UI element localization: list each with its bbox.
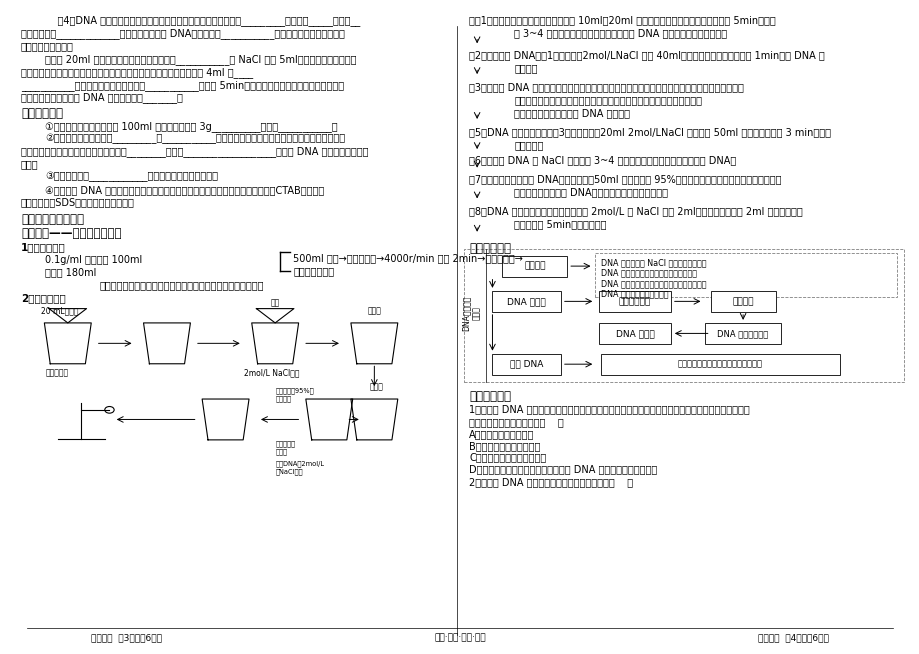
Text: 洛鸡血 180ml: 洛鸡血 180ml — [45, 267, 96, 277]
Text: DNA的粗提取
和鉴定: DNA的粗提取 和鉴定 — [461, 295, 481, 330]
Text: 体积分数为95%的
酒精溶液: 体积分数为95%的 酒精溶液 — [275, 388, 313, 402]
Text: 500ml 烧杯→玻璃棒搅拌→4000r/min 离心 2min→除去上清液→: 500ml 烧杯→玻璃棒搅拌→4000r/min 离心 2min→除去上清液→ — [293, 253, 523, 264]
Text: DNA 与其他细胞成分在溶液中溶解度不同: DNA 与其他细胞成分在溶液中溶解度不同 — [600, 269, 696, 278]
Text: 纸吸取上面的水分。: 纸吸取上面的水分。 — [21, 41, 74, 51]
Text: 2．方法步骤：: 2．方法步骤： — [21, 293, 65, 303]
Text: （7）提取含杂质较少的 DNA：上述溶液＋50ml 体积分数为 95%的冷却酒精，沿一个方向缓缓均匀搅拌，: （7）提取含杂质较少的 DNA：上述溶液＋50ml 体积分数为 95%的冷却酒精… — [469, 175, 780, 184]
Bar — [595, 253, 896, 297]
Text: ④为了提高 DNA 纯度，在科学实验中通常使用的洗涤剂有十六烷基三甲基溴化铵（CTAB）、十二: ④为了提高 DNA 纯度，在科学实验中通常使用的洗涤剂有十六烷基三甲基溴化铵（C… — [45, 184, 324, 195]
Text: DNA 的溶解和析出: DNA 的溶解和析出 — [717, 329, 768, 338]
Text: 溶液中会出现_____________，这就是粗提取的 DNA。用玻璃棒___________搅拌，卷起丝状物。并用滤: 溶液中会出现_____________，这就是粗提取的 DNA。用玻璃棒____… — [21, 28, 345, 39]
Text: ，（1）提取血细胞核物质：取血细胞液 10ml＋20ml 蒸馏水，玻璃棒沿一个方向快速搅拌 5min，然后: ，（1）提取血细胞核物质：取血细胞液 10ml＋20ml 蒸馏水，玻璃棒沿一个方… — [469, 16, 775, 26]
Text: （3）析出含 DNA 的粘稠物：向上述溶液中缓缓加入蒸馏水，并轻轻地沿一个方向均匀搅拌，出现丝: （3）析出含 DNA 的粘稠物：向上述溶液中缓缓加入蒸馏水，并轻轻地沿一个方向均… — [469, 82, 743, 92]
Text: （5）DNA 粘稠物再溶解：（3）中粘稠物＋20ml 2mol/LNaCl 溶液置于 50ml 烧杯，缓缓搅拌 3 min，使其: （5）DNA 粘稠物再溶解：（3）中粘稠物＋20ml 2mol/LNaCl 溶液… — [469, 127, 830, 137]
Text: 与二苯胺混合，沸水浴，呈现蓝色反应: 与二苯胺混合，沸水浴，呈现蓝色反应 — [677, 360, 762, 369]
Text: 蒸馏水: 蒸馏水 — [367, 307, 380, 315]
Text: 2mol/L NaCl溶液: 2mol/L NaCl溶液 — [244, 369, 299, 377]
Text: 沸水浴加热 5min，观察结果。: 沸水浴加热 5min，观察结果。 — [514, 219, 606, 230]
Text: 色的变化，看看溶解有 DNA 的溶液是否变_______。: 色的变化，看看溶解有 DNA 的溶液是否变_______。 — [21, 92, 183, 103]
Bar — [704, 323, 780, 344]
Text: 高二生物  第4页（共6页）: 高二生物 第4页（共6页） — [757, 633, 828, 642]
Text: （8）DNA 鉴定：取两只试管，分别加入 2mol/L 的 NaCl 溶液 2ml，然后再分别加入 2ml 二苯胺试剂，: （8）DNA 鉴定：取两只试管，分别加入 2mol/L 的 NaCl 溶液 2m… — [469, 207, 802, 216]
Text: 沉淀。: 沉淀。 — [21, 159, 39, 169]
Text: 1．在研究 DNA 的基因样本前，采集来的血样需要蛋白水解酶处理，然后用有机溶剂除去蛋白质。用蛋: 1．在研究 DNA 的基因样本前，采集来的血样需要蛋白水解酶处理，然后用有机溶剂… — [469, 404, 749, 414]
Text: 【随堂练习】: 【随堂练习】 — [469, 390, 510, 403]
Text: DNA 的纯化: DNA 的纯化 — [615, 329, 653, 338]
Text: 【课堂小结】: 【课堂小结】 — [469, 243, 510, 256]
Text: 状物，继续搅拌并加入蒸馏水直至丝状物不再增加为止。缠绕在玻璃棒上: 状物，继续搅拌并加入蒸馏水直至丝状物不再增加为止。缠绕在玻璃棒上 — [514, 95, 701, 105]
Text: 用 3~4 层纱布过滤，取滤液。（滤液中含 DNA 和其他物质，如蛋白质）: 用 3~4 层纱布过滤，取滤液。（滤液中含 DNA 和其他物质，如蛋白质） — [514, 28, 726, 39]
Text: 滤液: 滤液 — [270, 298, 279, 307]
Text: ①以血液为实验材料时，每 100ml 血液中需要加入 3g__________，防止___________。: ①以血液为实验材料时，每 100ml 血液中需要加入 3g__________，… — [45, 120, 337, 131]
Text: DNA 和蛋白质对酸、高温和洗涤剂耐受性不同: DNA 和蛋白质对酸、高温和洗涤剂耐受性不同 — [600, 279, 706, 288]
Text: B．除去染色体上的蛋白质: B．除去染色体上的蛋白质 — [469, 441, 539, 451]
Bar — [598, 323, 670, 344]
Text: ③二苯胺试剂要____________，否则会影响鉴定的效果。: ③二苯胺试剂要____________，否则会影响鉴定的效果。 — [45, 172, 218, 182]
Bar — [598, 291, 670, 312]
Bar — [709, 291, 775, 312]
Text: 三、操作提示: 三、操作提示 — [21, 107, 62, 120]
Text: DNA 在不同浓度 NaCl 溶液中溶解度不同: DNA 在不同浓度 NaCl 溶液中溶解度不同 — [600, 258, 706, 267]
Text: 诚信·审慎·细心·沉着: 诚信·审慎·细心·沉着 — [434, 633, 485, 642]
Text: 白水解酶处理血样的目的是（    ）: 白水解酶处理血样的目的是（ ） — [469, 417, 563, 426]
Text: 出现白色丝状物（即 DNA），用玻璃棒将丝状物卷起。: 出现白色丝状物（即 DNA），用玻璃棒将丝状物卷起。 — [514, 187, 667, 198]
Text: C．除去血细胞表面的蛋白质: C．除去血细胞表面的蛋白质 — [469, 453, 546, 462]
Text: 鉴定 DNA: 鉴定 DNA — [509, 360, 543, 369]
Text: DNA 粗提取: DNA 粗提取 — [506, 297, 546, 306]
Text: 四、结果分析与评价: 四、结果分析与评价 — [21, 213, 84, 226]
Text: 丝状物: 丝状物 — [369, 383, 383, 392]
Text: 即得鸡血细胞液: 即得鸡血细胞液 — [293, 266, 334, 276]
Text: ②加入洗涤剂后，动作要_________、___________，否则容易产生大量的泡沫，不利于后续步骤地操: ②加入洗涤剂后，动作要_________、___________，否则容易产生大… — [45, 133, 345, 144]
Text: DNA 与二苯胺呈现蓝色反应: DNA 与二苯胺呈现蓝色反应 — [600, 289, 667, 298]
Text: 析出提纯的
丝状物: 析出提纯的 丝状物 — [275, 440, 295, 455]
Text: 选择适宜材料: 选择适宜材料 — [618, 297, 651, 306]
Text: （4）DNA 的析出与鉴定：将处理后的溶液过滤，加入与滤液体积_________，冷却的_____，静置__: （4）DNA 的析出与鉴定：将处理后的溶液过滤，加入与滤液体积_________… — [45, 16, 360, 26]
Text: 的丝状物即为鸡血细胞的 DNA 粗提物。: 的丝状物即为鸡血细胞的 DNA 粗提物。 — [514, 108, 630, 118]
Text: 作。加入酒精和用玻璃棒搅拌时，动作要________，以免___________________，导致 DNA 分子不能形成絮状: 作。加入酒精和用玻璃棒搅拌时，动作要________，以免___________… — [21, 146, 368, 157]
Text: 烷基磺酸钠（SDS）或吐温等化学试剂。: 烷基磺酸钠（SDS）或吐温等化学试剂。 — [21, 198, 135, 207]
Text: 支试管中，用玻璃棒搅拌，使丝状物溶解。然后，向两支试管中各加入 4ml 的____: 支试管中，用玻璃棒搅拌，使丝状物溶解。然后，向两支试管中各加入 4ml 的___… — [21, 67, 253, 78]
Text: （6）过滤含 DNA 的 NaCl 溶液：用 3~4 层纱布过滤，收集滤液，滤液中含 DNA。: （6）过滤含 DNA 的 NaCl 溶液：用 3~4 层纱布过滤，收集滤液，滤液… — [469, 155, 735, 165]
Bar — [463, 249, 902, 382]
Text: 高二生物  第3页（共6页）: 高二生物 第3页（共6页） — [91, 633, 162, 642]
Bar — [492, 291, 561, 312]
Bar — [492, 354, 561, 375]
Text: A．除去血浆中的蛋白质: A．除去血浆中的蛋白质 — [469, 430, 534, 439]
Text: 0.1g/ml 柠檬酸钠 100ml: 0.1g/ml 柠檬酸钠 100ml — [45, 254, 142, 265]
Text: 溶解DNA的2mol/L
的NaCl溶液: 溶解DNA的2mol/L 的NaCl溶液 — [275, 461, 323, 475]
Text: 破碎细胞: 破碎细胞 — [732, 297, 753, 306]
Bar — [502, 256, 567, 277]
Text: 2．与析出 DNA 粘稠物有关的叙述，不正确的是（    ）: 2．与析出 DNA 粘稠物有关的叙述，不正确的是（ ） — [469, 477, 632, 487]
Text: ___________。混合均匀后，将试管置于___________中加热 5min，待试管冷却后，比较两支试管溶液颜: ___________。混合均匀后，将试管置于___________中加热 5m… — [21, 80, 344, 90]
Text: 分溶解。: 分溶解。 — [514, 63, 537, 73]
Text: 1．材料制备：: 1．材料制备： — [21, 242, 65, 252]
Text: 取两支 20ml 的试管，各加入物质的量浓度为___________的 NaCl 溶液 5ml，将丝状物放入其中一: 取两支 20ml 的试管，各加入物质的量浓度为___________的 NaCl… — [45, 54, 357, 65]
Text: 实验原理: 实验原理 — [524, 262, 545, 271]
Text: 充分溶解。: 充分溶解。 — [514, 140, 543, 150]
Text: 鸡血细胞液: 鸡血细胞液 — [45, 369, 68, 377]
Text: （也可将上述烧杯置于冰箱中，静置一天使鸡血细胞自行沉淀）: （也可将上述烧杯置于冰箱中，静置一天使鸡血细胞自行沉淀） — [99, 280, 264, 290]
Text: （2）溶解核内 DNA：（1）中滤液＋2mol/LNaCl 溶液 40ml，用玻璃棒沿一个方向搅拌 1min，使 DNA 充: （2）溶解核内 DNA：（1）中滤液＋2mol/LNaCl 溶液 40ml，用玻… — [469, 50, 823, 60]
Text: 20 mL蒸馏水: 20 mL蒸馏水 — [40, 307, 78, 315]
Text: D．除去血细胞中的所有的蛋白质，使 DNA 释放，便于进一步提纯: D．除去血细胞中的所有的蛋白质，使 DNA 释放，便于进一步提纯 — [469, 464, 656, 474]
Text: 五、样案——以鸡血细胞为例: 五、样案——以鸡血细胞为例 — [21, 227, 121, 240]
Bar — [600, 354, 839, 375]
